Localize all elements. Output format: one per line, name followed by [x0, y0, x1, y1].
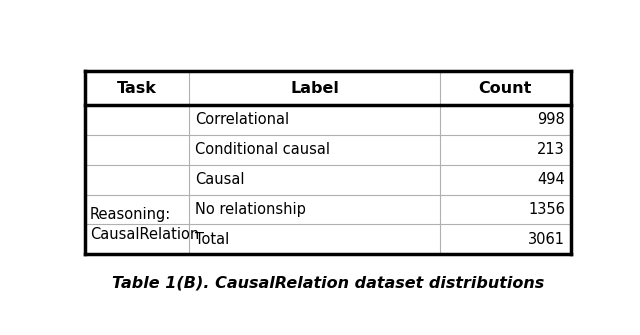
Text: No relationship: No relationship: [195, 202, 307, 217]
Text: Label: Label: [290, 81, 339, 95]
Text: Count: Count: [479, 81, 532, 95]
Text: 998: 998: [538, 113, 565, 127]
Text: Conditional causal: Conditional causal: [195, 142, 330, 157]
Text: 213: 213: [538, 142, 565, 157]
Text: Reasoning:
CausalRelation: Reasoning: CausalRelation: [90, 207, 199, 242]
Text: Table 1(B). CausalRelation dataset distributions: Table 1(B). CausalRelation dataset distr…: [112, 275, 544, 290]
Text: 3061: 3061: [528, 232, 565, 247]
Text: Correlational: Correlational: [195, 113, 289, 127]
Text: Causal: Causal: [195, 172, 245, 187]
Text: Total: Total: [195, 232, 230, 247]
Text: Task: Task: [117, 81, 157, 95]
Text: 494: 494: [538, 172, 565, 187]
Text: 1356: 1356: [528, 202, 565, 217]
